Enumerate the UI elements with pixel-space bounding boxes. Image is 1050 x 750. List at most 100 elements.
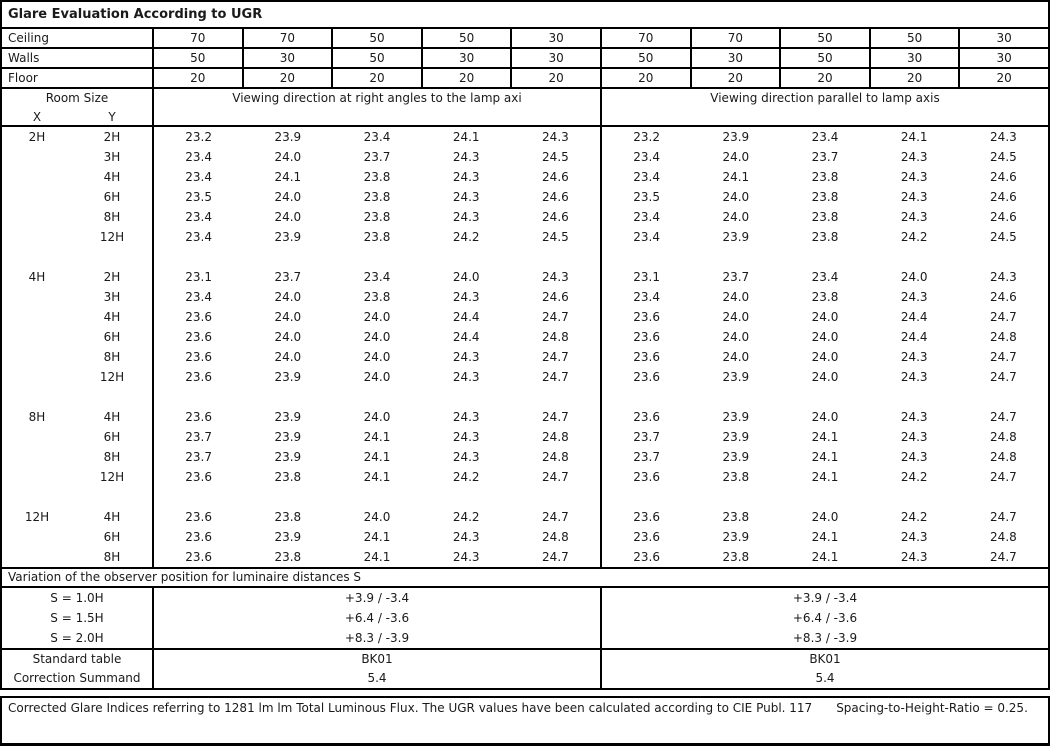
ugr-row: 8H 4H 23.6 23.9 24.0 24.3 24.7 23.6 23.9 24.0 24.3…: [2, 407, 1048, 427]
ugr-value: 23.8: [274, 550, 302, 564]
ugr-value: 24.0: [722, 210, 750, 224]
ugr-value: 24.8: [542, 430, 569, 444]
ugr-value: 24.0: [363, 330, 391, 344]
ugr-value: 24.3: [452, 410, 480, 424]
variation-value-parallel: +3.9 / -3.4: [792, 591, 858, 605]
variation-value-right-angle: BK01: [154, 650, 602, 669]
ugr-value: 24.1: [811, 450, 839, 464]
ugr-value: 24.0: [811, 410, 839, 424]
ugr-value: 24.3: [452, 170, 480, 184]
room-y-label: [72, 487, 154, 507]
ugr-value: 23.9: [722, 450, 750, 464]
ugr-value: 23.9: [722, 230, 750, 244]
ugr-value: 24.0: [274, 290, 302, 304]
ugr-value: 23.9: [274, 530, 302, 544]
ugr-values-parallel: 23.4 24.0 23.8 24.3 24.6: [602, 207, 1048, 227]
ugr-value: 23.6: [185, 530, 212, 544]
ugr-value: 24.3: [900, 430, 928, 444]
variation-row: S = 1.5H +6.4 / -3.6 +6.4 / -3.6: [2, 608, 1048, 628]
ugr-value: 24.6: [990, 290, 1017, 304]
param-value: 20: [331, 69, 421, 87]
ugr-value: 24.3: [542, 270, 569, 284]
param-values-right-angle: 20 20 20 20 20: [152, 69, 600, 87]
room-y-label: 4H: [72, 307, 154, 327]
room-y-label: 2H: [72, 127, 154, 147]
param-value: 20: [638, 71, 654, 85]
summary-rows: Standard table BK01 BK01 Correction Summand…: [2, 648, 1048, 688]
ugr-values-right-angle: 23.4 24.0 23.7 24.3 24.5: [154, 147, 602, 167]
room-x-label: [2, 147, 72, 167]
ugr-value: 23.7: [274, 270, 302, 284]
ugr-value: 24.0: [722, 310, 750, 324]
ugr-value: 24.6: [542, 170, 569, 184]
ugr-value: 24.0: [811, 310, 839, 324]
ugr-value: 23.9: [274, 370, 302, 384]
room-y-label: 2H: [72, 267, 154, 287]
spacer-row: [2, 487, 1048, 507]
ugr-value: 24.5: [542, 150, 569, 164]
variation-value-parallel: 5.4: [815, 671, 835, 685]
ugr-value: 24.7: [542, 350, 569, 364]
ugr-row: 12H 23.6 23.8 24.1 24.2 24.7 23.6 23.8 24.1 24.2 2…: [2, 467, 1048, 487]
spacer-row: [2, 247, 1048, 267]
ugr-values-right-angle: 23.4 24.0 23.8 24.3 24.6: [154, 207, 602, 227]
param-value: 30: [958, 49, 1048, 67]
ugr-value: 24.0: [363, 370, 391, 384]
ugr-value: 23.7: [633, 450, 660, 464]
ugr-row: 4H 2H 23.1 23.7 23.4 24.0 24.3 23.1 23.7 23.4 24.0…: [2, 267, 1048, 287]
variation-row: Standard table BK01 BK01: [2, 650, 1048, 669]
room-y-label: [72, 387, 154, 407]
ugr-value: 24.2: [452, 470, 480, 484]
param-value: 70: [190, 31, 206, 45]
ugr-value: 24.3: [452, 430, 480, 444]
ugr-value: 24.3: [900, 210, 928, 224]
ugr-value: 24.0: [811, 370, 839, 384]
ugr-values-parallel: 23.6 23.8 24.0 24.2 24.7: [602, 507, 1048, 527]
ugr-value: 24.7: [990, 550, 1017, 564]
ugr-row: 8H 23.6 23.8 24.1 24.3 24.7 23.6 23.8 24.1 24.3 24…: [2, 547, 1048, 567]
ugr-value: 24.6: [542, 210, 569, 224]
ugr-values-parallel: [602, 247, 1048, 267]
room-x-label: [2, 387, 72, 407]
variation-value-right-angle: +8.3 / -3.9: [154, 628, 602, 648]
ugr-value: 24.3: [452, 150, 480, 164]
ugr-value: 23.8: [811, 190, 839, 204]
ugr-value: 23.6: [185, 550, 212, 564]
ugr-value: 23.4: [185, 230, 212, 244]
variation-value-right-angle: +3.9 / -3.4: [154, 588, 602, 608]
ugr-value: 23.9: [722, 130, 750, 144]
room-x-label: [2, 367, 72, 387]
room-x-label: [2, 227, 72, 247]
ugr-value: 23.4: [633, 170, 660, 184]
ugr-value: 23.6: [185, 370, 212, 384]
ugr-values-parallel: 23.6 24.0 24.0 24.4 24.7: [602, 307, 1048, 327]
param-value: 30: [510, 49, 600, 67]
ugr-value: 24.8: [542, 530, 569, 544]
room-x-label: [2, 327, 72, 347]
ugr-value: 23.2: [185, 130, 212, 144]
ugr-values-parallel: 23.7 23.9 24.1 24.3 24.8: [602, 447, 1048, 467]
ugr-value: 24.1: [452, 130, 480, 144]
ugr-value: 24.8: [542, 450, 569, 464]
ugr-value: 23.4: [633, 210, 660, 224]
ugr-value: 24.1: [274, 170, 302, 184]
ugr-value: 24.0: [811, 330, 839, 344]
param-value: 30: [958, 29, 1048, 47]
ugr-row: 6H 23.6 24.0 24.0 24.4 24.8 23.6 24.0 24.0 24.4 24…: [2, 327, 1048, 347]
ugr-value: 23.2: [633, 130, 660, 144]
ugr-value: 24.6: [542, 190, 569, 204]
room-x-label: [2, 447, 72, 467]
ugr-row: 8H 23.4 24.0 23.8 24.3 24.6 23.4 24.0 23.8 24.3 24…: [2, 207, 1048, 227]
ugr-value: 24.0: [274, 350, 302, 364]
ugr-value: 23.9: [274, 230, 302, 244]
ugr-value: 23.6: [633, 370, 660, 384]
ugr-value: 24.2: [900, 470, 928, 484]
ugr-value: 24.1: [811, 470, 839, 484]
ugr-values-right-angle: [154, 487, 602, 507]
ugr-value: 24.8: [990, 450, 1017, 464]
ugr-value: 23.9: [722, 530, 750, 544]
ugr-value: 23.4: [633, 150, 660, 164]
ugr-value: 23.9: [722, 370, 750, 384]
ugr-value: 24.5: [990, 150, 1017, 164]
ugr-value: 23.4: [633, 290, 660, 304]
